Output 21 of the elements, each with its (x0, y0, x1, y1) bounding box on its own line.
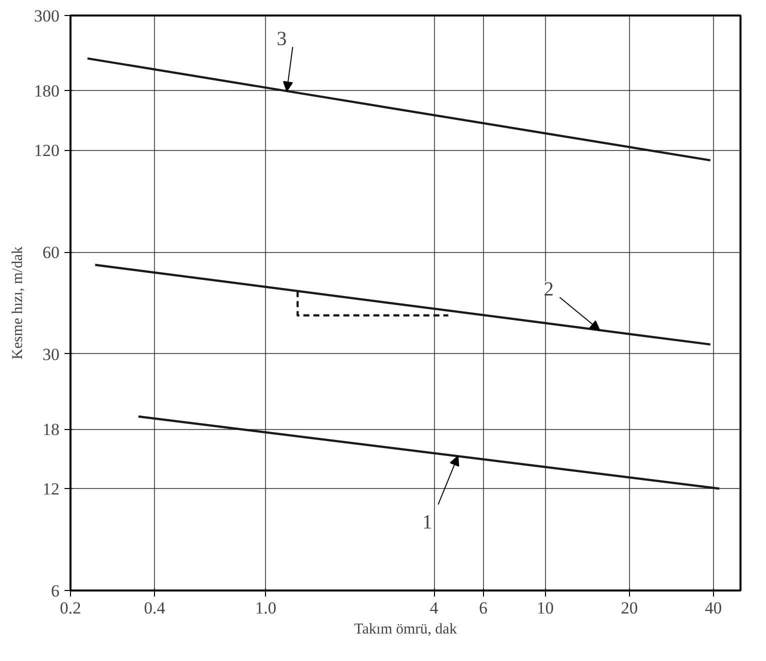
y-tick-label: 180 (34, 82, 60, 101)
y-tick-label: 60 (42, 243, 60, 262)
text: 1 (422, 511, 432, 534)
y-tick-label: 120 (34, 141, 60, 160)
series-label: 3 (276, 28, 287, 50)
x-tick-label: 0.2 (60, 598, 82, 618)
y-tick-label: 12 (42, 480, 60, 499)
y-tick-label: 18 (42, 420, 60, 440)
x-axis-title: Takım ömrü, dak (354, 622, 458, 638)
x-tick-label: 4 (430, 598, 439, 618)
x-tick-label: 1.0 (255, 598, 276, 618)
series-label: 2 (544, 278, 554, 300)
y-axis-title: Kesme hızı, m/dak (10, 246, 26, 360)
x-tick-label: 10 (536, 598, 554, 618)
x-tick-label: 20 (620, 598, 638, 618)
y-tick-label: 30 (42, 344, 60, 364)
x-tick-label: 0.4 (144, 598, 166, 618)
x-tick-label: 6 (478, 598, 488, 618)
x-tick-label: 40 (704, 598, 722, 618)
y-tick-label: 300 (34, 6, 60, 26)
y-tick-label: 6 (51, 582, 60, 600)
